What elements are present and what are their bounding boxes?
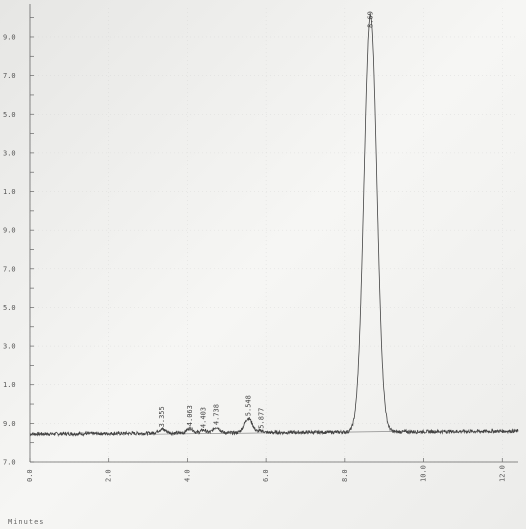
y-tick-label: 5.0: [3, 304, 16, 312]
peak-label: 4.403: [199, 407, 207, 428]
x-tick-label: 12.0: [498, 465, 506, 482]
x-tick-label: 2.0: [105, 469, 113, 482]
y-tick-label: 3.0: [3, 343, 16, 351]
grid-lines: [29, 8, 518, 463]
peak-labels: 3.355 4.063 4.403 4.738 5.548 5.877 8.69: [158, 11, 374, 429]
y-tick-labels: 7.0 9.0 1.0 3.0 5.0 7.0 9.0 1.0 3.0 5.0 7.0 9.0: [3, 33, 16, 466]
x-tick-label: 8.0: [341, 469, 349, 482]
y-tick-label: 5.0: [3, 111, 16, 119]
axes: [29, 4, 518, 463]
peak-label: 3.355: [158, 406, 166, 427]
peak-label: 5.548: [244, 395, 252, 416]
y-tick-label: 7.0: [3, 72, 16, 80]
x-tick-label: 6.0: [262, 469, 270, 482]
peak-label: 5.877: [257, 408, 265, 429]
y-tick-label: 7.0: [3, 265, 16, 273]
x-tick-labels: 0.0 2.0 4.0 6.0 8.0 10.0 12.0: [26, 465, 506, 482]
peak-label: 4.063: [186, 405, 194, 426]
x-tick-label: 0.0: [26, 469, 34, 482]
x-tick-label: 10.0: [420, 465, 428, 482]
y-tick-label: 1.0: [3, 188, 16, 196]
y-tick-label: 9.0: [3, 227, 16, 235]
chromatogram-trace: [29, 13, 519, 438]
y-tick-label: 3.0: [3, 149, 16, 157]
y-tick-label: 7.0: [3, 459, 16, 467]
peak-label: 8.69: [366, 11, 374, 28]
x-tick-label: 4.0: [183, 469, 191, 482]
y-tick-label: 1.0: [3, 381, 16, 389]
y-tick-label: 9.0: [3, 420, 16, 428]
y-tick-label: 9.0: [3, 33, 16, 41]
x-axis-label: Minutes: [8, 518, 45, 526]
peak-label: 4.738: [212, 404, 220, 425]
